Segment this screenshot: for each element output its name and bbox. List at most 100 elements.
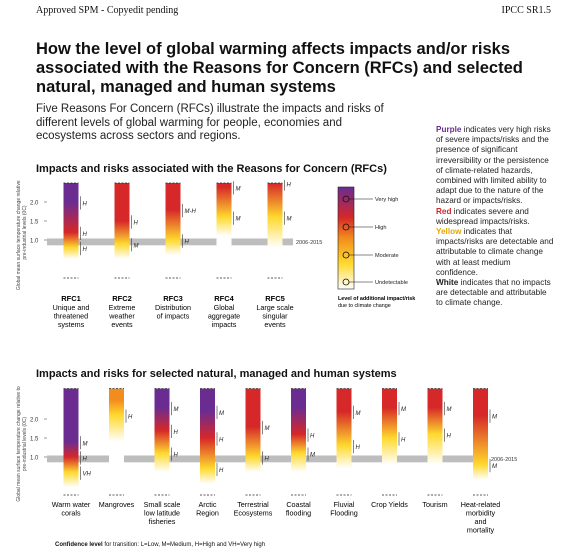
confidence-label: VH [83, 472, 92, 478]
risk-level-label: High [375, 225, 387, 231]
confidence-label: M [492, 464, 497, 470]
bar-label: Terrestrial [237, 500, 269, 509]
y-tick-label: 2.0 [30, 418, 39, 424]
risk-bar [245, 388, 261, 495]
bar-label: Global [214, 303, 235, 312]
bar-label: flooding [286, 509, 311, 518]
confidence-label: H [219, 437, 224, 443]
bar-label: of impacts [157, 312, 190, 321]
reference-band-label: 2006-2015 [296, 240, 322, 246]
bar-label: low latitude [144, 509, 180, 518]
risk-bar [382, 388, 397, 495]
bar-id-label: RFC4 [214, 294, 234, 303]
risk-level-label: Very high [375, 197, 398, 203]
confidence-label: H [265, 456, 270, 462]
bar-label: Distribution [155, 303, 191, 312]
risk-bar [291, 388, 306, 495]
risk-bar [200, 388, 215, 495]
bar-label: singular [262, 312, 288, 321]
color-legend-text: Purple indicates very high risks of seve… [436, 125, 554, 309]
bar-label: morbidity [466, 509, 496, 518]
bar-label: Coastal [286, 500, 311, 509]
bar-id-label: RFC5 [265, 294, 285, 303]
y-tick-label: 1.5 [30, 437, 39, 443]
confidence-label: H [174, 430, 179, 436]
intro-text: Five Reasons For Concern (RFCs) illustra… [36, 103, 384, 142]
confidence-label: M [265, 426, 270, 432]
bar-label: Unique and [53, 303, 90, 312]
bar-label: events [111, 320, 133, 329]
section-title-rfc: Impacts and risks associated with the Re… [36, 163, 387, 175]
bar-label: impacts [212, 320, 237, 329]
bar-label: aggregate [208, 312, 240, 321]
confidence-label: M [236, 186, 241, 192]
reference-band-label: 2006-2015 [491, 457, 517, 463]
y-axis-label: Global mean surface temperature change r… [16, 386, 28, 502]
bar-label: Small scale [144, 500, 181, 509]
confidence-label: M [401, 407, 406, 413]
confidence-label: M [174, 407, 179, 413]
risk-level-legend: Very high High Moderate Undetectable Level o… [337, 186, 415, 309]
bar-label: and [475, 517, 487, 526]
bar-label: Ecosystems [234, 509, 273, 518]
bar-label: Fluvial [334, 500, 355, 509]
bar-label: weather [108, 312, 135, 321]
risk-bar [473, 388, 488, 495]
confidence-label: M [134, 243, 139, 249]
bar-label: Warm water [52, 500, 91, 509]
confidence-label: H [83, 247, 88, 253]
y-tick-label: 1.0 [30, 456, 39, 462]
risk-bar [63, 183, 79, 278]
confidence-label: M-H [185, 209, 197, 215]
legend-white: White indicates that no impacts are dete… [436, 278, 551, 308]
bar-label: events [264, 320, 286, 329]
confidence-label: M [492, 415, 497, 421]
section-title-systems: Impacts and risks for selected natural, … [36, 368, 397, 380]
bar-label: Arctic [199, 500, 217, 509]
header-left: Approved SPM - Copyedit pending [36, 5, 179, 16]
confidence-label: M [310, 453, 315, 459]
confidence-label: H [185, 239, 190, 245]
y-tick-label: 1.5 [30, 220, 39, 226]
y-axis-label-line: pre-industrial levels (0C) [22, 417, 28, 472]
confidence-label: M [83, 441, 88, 447]
bar-label: Large scale [256, 303, 293, 312]
legend-purple: Purple indicates very high risks of seve… [436, 125, 551, 206]
confidence-label: H [401, 437, 406, 443]
confidence-label: H [356, 445, 361, 451]
risk-bar [216, 183, 232, 278]
risk-bar [165, 183, 181, 278]
confidence-label: M [447, 407, 452, 413]
bar-id-label: RFC1 [61, 294, 81, 303]
legend-yellow: Yellow indicates that impacts/risks are … [436, 227, 554, 277]
confidence-label: H [310, 434, 315, 440]
bar-label: Heat-related [461, 500, 501, 509]
risk-level-label: Moderate [375, 253, 399, 259]
confidence-note: Confidence level for transition: L=Low, … [55, 542, 266, 548]
confidence-label: H [219, 468, 224, 474]
confidence-label: H [174, 453, 179, 459]
bar-label: Extreme [109, 303, 136, 312]
legend-red: Red indicates severe and widespread impa… [436, 206, 530, 226]
bar-label: threatened [54, 312, 88, 321]
confidence-label: H [287, 182, 292, 188]
risk-legend-bar [337, 186, 355, 290]
bar-label: corals [61, 509, 81, 518]
y-tick-label: 1.0 [30, 239, 39, 245]
risk-bar [63, 388, 79, 495]
confidence-label: H [447, 434, 452, 440]
y-tick-label: 2.0 [30, 201, 39, 207]
bar-label: mortality [467, 526, 495, 535]
bar-id-label: RFC3 [163, 294, 183, 303]
risk-legend-caption-rest: due to climate change [338, 303, 391, 309]
confidence-label: M [356, 411, 361, 417]
risk-bar [154, 388, 170, 495]
confidence-label: H [83, 201, 88, 207]
rfc-chart: 1.0 1.5 2.0 Global mean surface temperature… [16, 180, 322, 329]
confidence-label: H [134, 220, 139, 226]
reference-band [47, 455, 488, 463]
bar-label: fisheries [149, 517, 176, 526]
y-axis-label: Global mean surface temperature change r… [16, 180, 28, 290]
confidence-label: H [128, 415, 133, 421]
systems-chart: 1.0 1.5 2.0 Global mean surface temperature… [16, 386, 517, 535]
